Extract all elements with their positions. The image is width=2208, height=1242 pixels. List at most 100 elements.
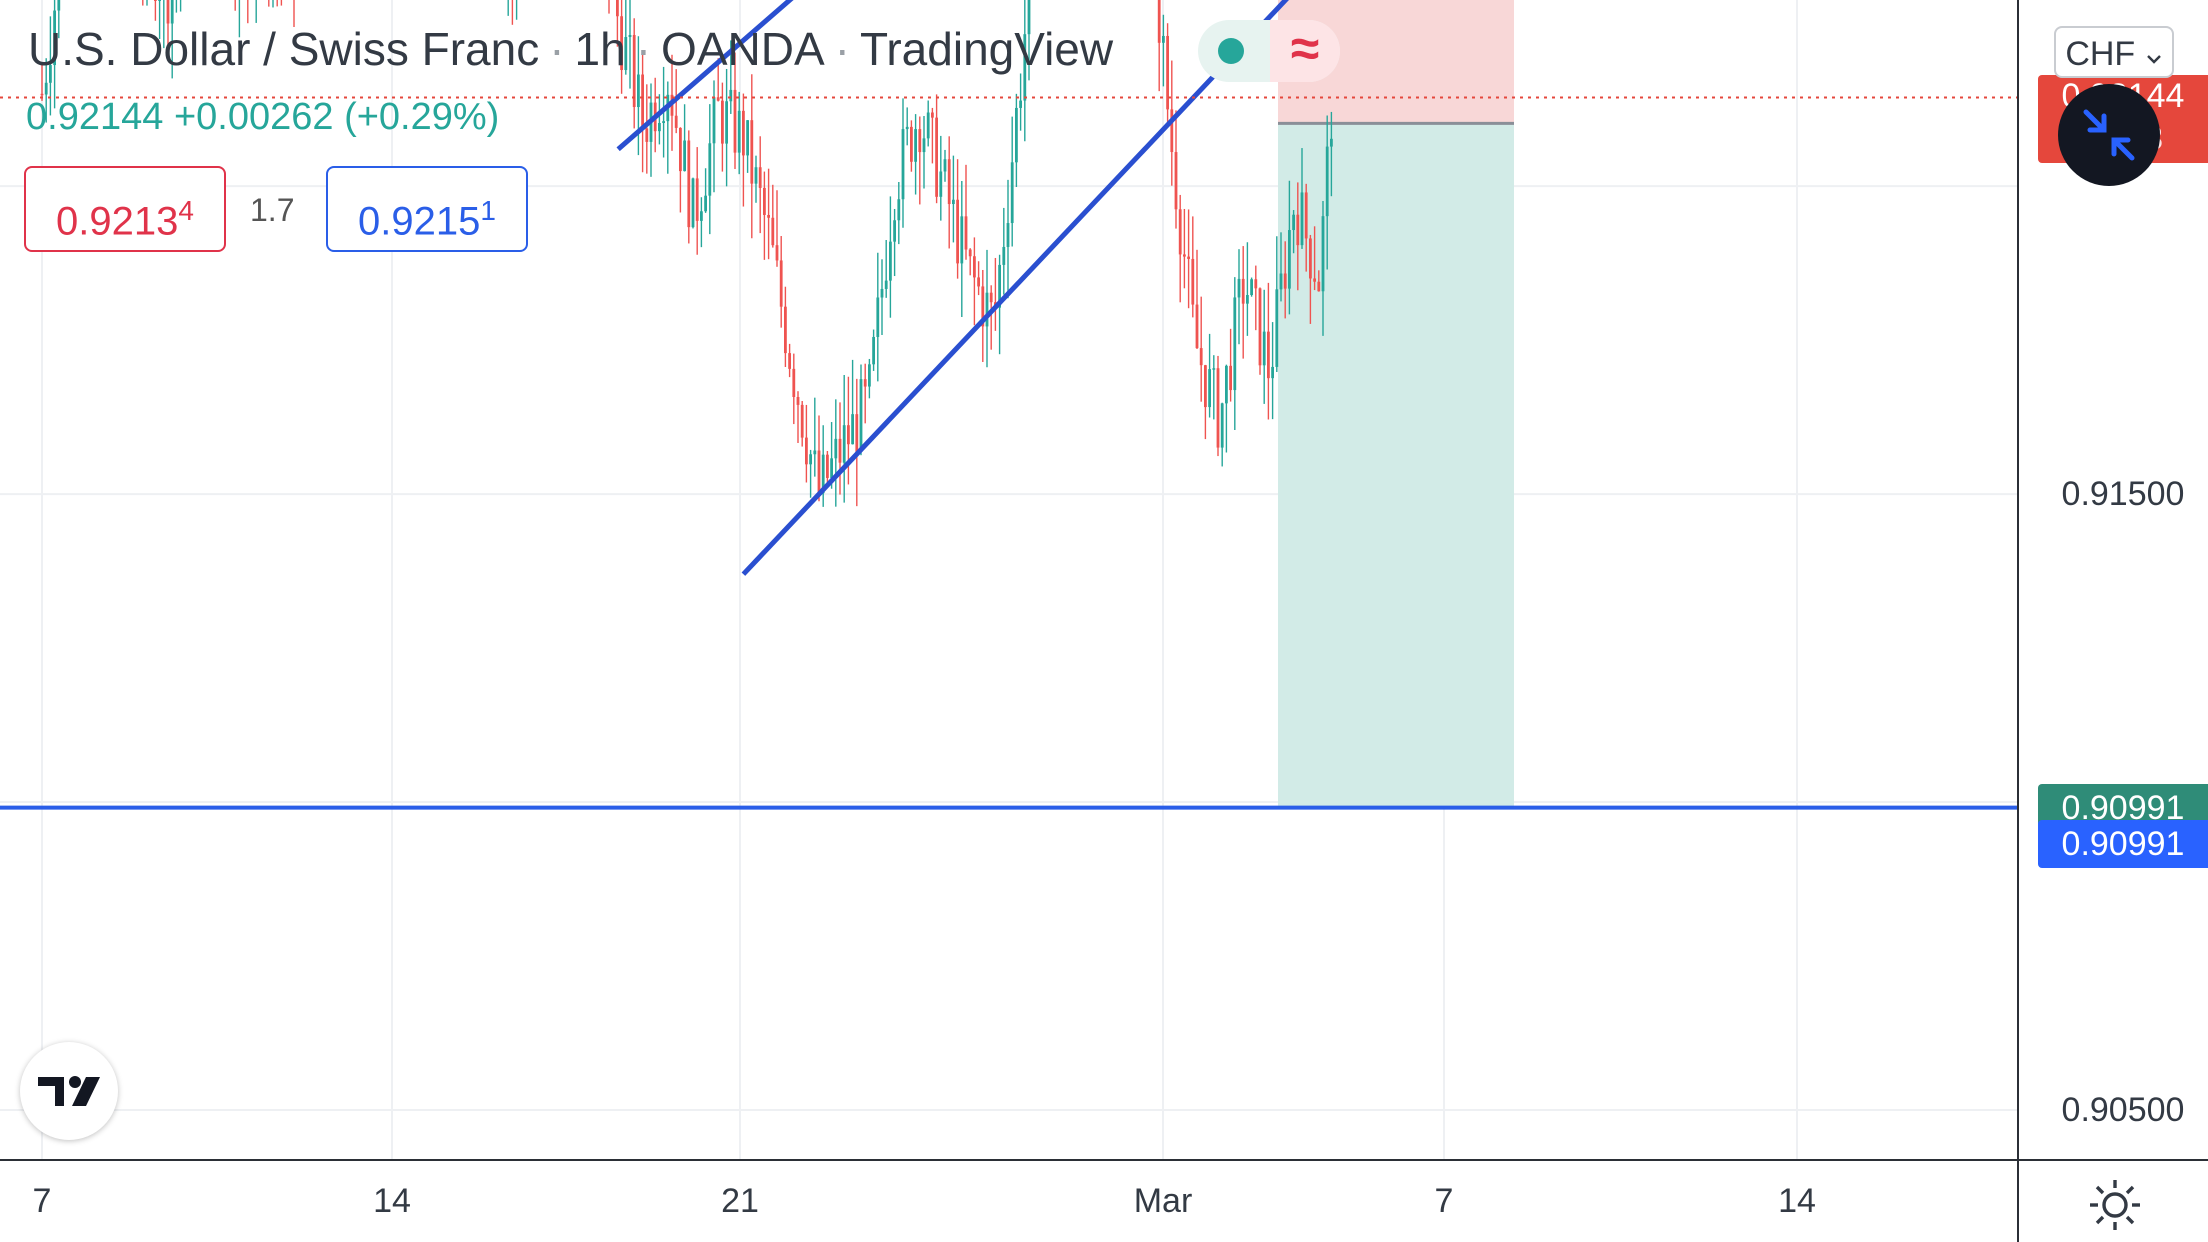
channel-upper-line (616, 0, 794, 152)
candle-body (754, 167, 758, 184)
candle-body (863, 379, 867, 387)
candle-body (851, 414, 854, 445)
candle-body (40, 93, 44, 96)
broker-label: OANDA (661, 23, 825, 75)
currency-label: CHF (2065, 35, 2136, 73)
candle-body (1237, 278, 1241, 298)
candle-body (905, 126, 909, 130)
candle-body (922, 138, 926, 153)
candle-body (1195, 304, 1199, 349)
candle-body (733, 89, 737, 153)
candle-body (889, 241, 892, 281)
candle-body (716, 97, 720, 101)
candle-body (830, 458, 833, 478)
symbol-header[interactable]: U.S. Dollar / Swiss Franc · 1h · OANDA · Tradi… (28, 22, 1113, 76)
last-price: 0.92144 (26, 96, 164, 138)
take-profit-area (1278, 123, 1514, 808)
candle-body (876, 297, 880, 337)
candle-body (880, 288, 884, 298)
candle-body (624, 37, 628, 71)
buy-pip: 1 (480, 195, 496, 226)
candle-body (784, 306, 787, 354)
candle-body (1208, 369, 1211, 408)
candle-body (53, 10, 56, 66)
candle-body (973, 256, 976, 278)
candle-body (792, 368, 796, 397)
candle-body (1330, 138, 1333, 147)
buy-button[interactable]: 0.92151 (326, 166, 528, 252)
candle-body (868, 364, 871, 387)
symbol-name: U.S. Dollar / Swiss Franc (28, 23, 540, 75)
interval-label[interactable]: 1h (574, 23, 626, 75)
candle-body (712, 97, 716, 144)
time-axis-label: 7 (1434, 1182, 1454, 1220)
price-axis-label: 0.90500 (2038, 1086, 2208, 1134)
candle-body (763, 187, 766, 215)
exit-fullscreen-button[interactable] (2058, 84, 2160, 186)
candle-body (897, 199, 901, 221)
candle-body (170, 0, 174, 24)
candle-body (805, 437, 808, 465)
candle-body (779, 260, 783, 307)
candle-body (1010, 162, 1014, 224)
chevron-down-icon (2146, 55, 2161, 64)
candle-body (981, 286, 985, 327)
tradingview-logo[interactable] (20, 1042, 118, 1140)
candle-body (1309, 238, 1312, 279)
candle-body (1191, 258, 1195, 305)
candle-body (926, 112, 930, 139)
candle-body (1178, 209, 1182, 255)
candle-body (1267, 331, 1270, 379)
candle-body (989, 292, 993, 303)
candle-body (632, 34, 636, 108)
channel-lower-line (741, 0, 1289, 576)
candle-body (1262, 331, 1266, 366)
candle-body (628, 34, 632, 38)
short-position-tool[interactable] (1278, 0, 1514, 808)
price-change-percent: (+0.29%) (344, 96, 500, 138)
candle-body (616, 0, 619, 17)
candle-body (758, 167, 762, 188)
candle-body (1258, 288, 1262, 366)
candle-body (44, 82, 48, 95)
candle-body (826, 454, 829, 478)
candle-body (775, 245, 779, 261)
candle-body (842, 425, 846, 463)
currency-select[interactable]: CHF (2054, 26, 2174, 78)
candle-body (158, 0, 161, 1)
candle-body (1279, 273, 1283, 290)
candle-body (1233, 297, 1237, 391)
candle-body (788, 353, 791, 369)
candle-body (691, 178, 695, 228)
candle-body (964, 216, 968, 250)
candle-body (166, 0, 170, 24)
time-axis-label: 14 (1778, 1182, 1816, 1220)
candle-body (939, 171, 943, 197)
candle-body (767, 214, 770, 218)
candle-body (1246, 295, 1249, 304)
candle-body (872, 336, 875, 365)
settings-gear-icon[interactable] (2086, 1176, 2144, 1234)
candle-body (1183, 254, 1186, 257)
candle-body (1015, 107, 1018, 163)
candle-body (1288, 230, 1291, 289)
candle-body (914, 129, 917, 162)
candle-body (1162, 35, 1165, 43)
separator: · (834, 23, 850, 75)
candle-body (884, 280, 888, 289)
platform-label: TradingView (859, 23, 1114, 75)
candle-body (674, 115, 678, 128)
sell-price: 0.9213 (56, 199, 179, 244)
sell-button[interactable]: 0.92134 (24, 166, 226, 252)
candle-body (809, 454, 812, 465)
candle-body (687, 140, 691, 228)
candle-body (1220, 403, 1224, 448)
candle-body (935, 117, 938, 197)
market-status-pill[interactable]: ≈ (1198, 20, 1340, 82)
drawing-lines[interactable] (0, 0, 2018, 810)
candle-body (960, 216, 964, 264)
candle-body (813, 450, 817, 455)
candle-body (947, 159, 951, 205)
candle-body (1296, 214, 1300, 246)
